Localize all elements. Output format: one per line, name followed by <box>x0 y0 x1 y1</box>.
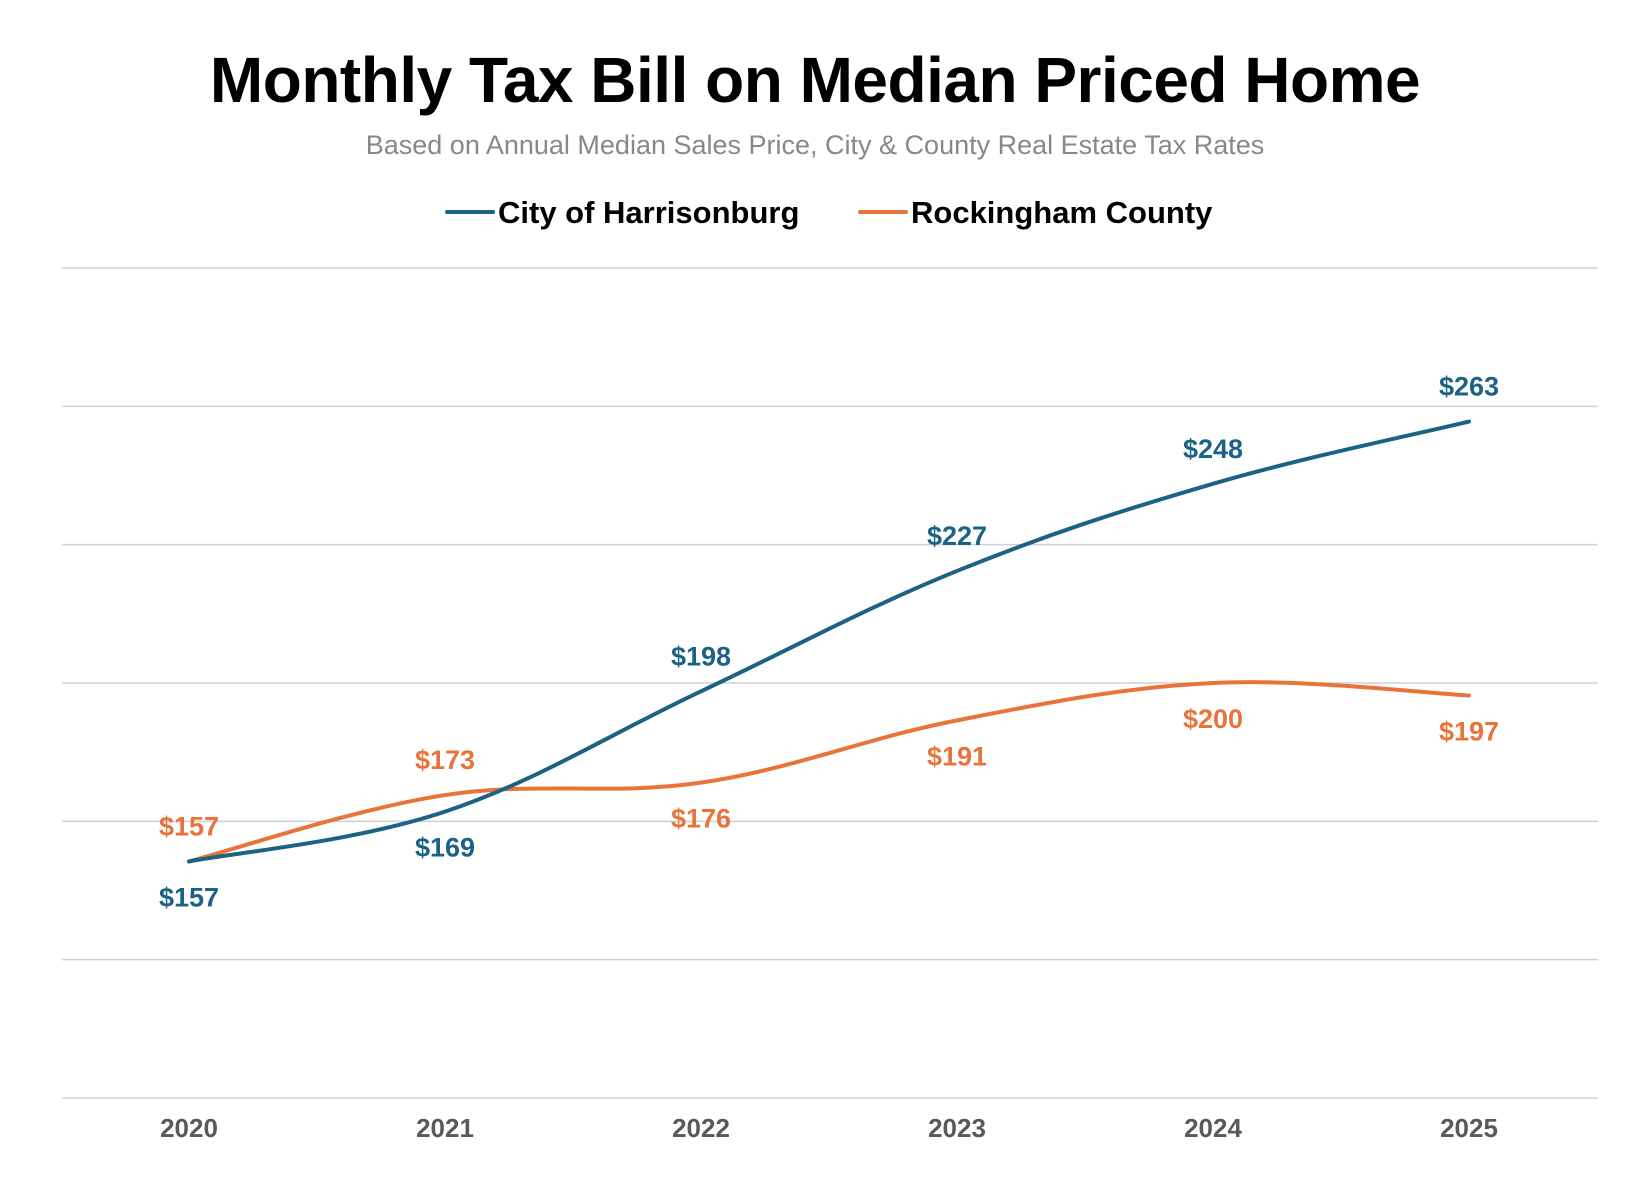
x-axis-ticks: 2020 2021 2022 2023 2024 2025 <box>160 1113 1498 1143</box>
data-labels: $157 $169 $198 $227 $248 $263 $157 $173 $176 $191… <box>159 372 1499 913</box>
legend-label-city: City of Harrisonburg <box>498 195 799 230</box>
data-label-city-2021: $169 <box>415 833 475 863</box>
data-label-city-2020: $157 <box>159 882 219 912</box>
x-tick-label-2024: 2024 <box>1184 1113 1242 1143</box>
data-label-city-2025: $263 <box>1439 372 1499 402</box>
data-label-county-2024: $200 <box>1183 704 1243 734</box>
x-tick-label-2020: 2020 <box>160 1113 218 1143</box>
data-label-city-2022: $198 <box>671 641 731 671</box>
data-label-county-2020: $157 <box>159 811 219 841</box>
data-label-county-2023: $191 <box>927 741 987 771</box>
chart-title: Monthly Tax Bill on Median Priced Home <box>209 44 1421 116</box>
data-label-county-2022: $176 <box>671 804 731 834</box>
data-label-city-2024: $248 <box>1183 434 1243 464</box>
x-tick-label-2025: 2025 <box>1440 1113 1498 1143</box>
series-lines <box>187 419 1471 864</box>
data-label-city-2023: $227 <box>927 521 987 551</box>
data-label-county-2021: $173 <box>415 745 475 775</box>
legend: City of Harrisonburg Rockingham County <box>445 195 1213 230</box>
x-tick-label-2022: 2022 <box>672 1113 730 1143</box>
legend-label-county: Rockingham County <box>911 195 1213 230</box>
series-line-city <box>187 419 1471 864</box>
x-tick-label-2021: 2021 <box>416 1113 474 1143</box>
x-tick-label-2023: 2023 <box>928 1113 986 1143</box>
data-label-county-2025: $197 <box>1439 716 1499 746</box>
chart-subtitle: Based on Annual Median Sales Price, City… <box>365 130 1265 160</box>
series-line-county <box>187 680 1471 864</box>
gridlines <box>62 267 1598 1099</box>
